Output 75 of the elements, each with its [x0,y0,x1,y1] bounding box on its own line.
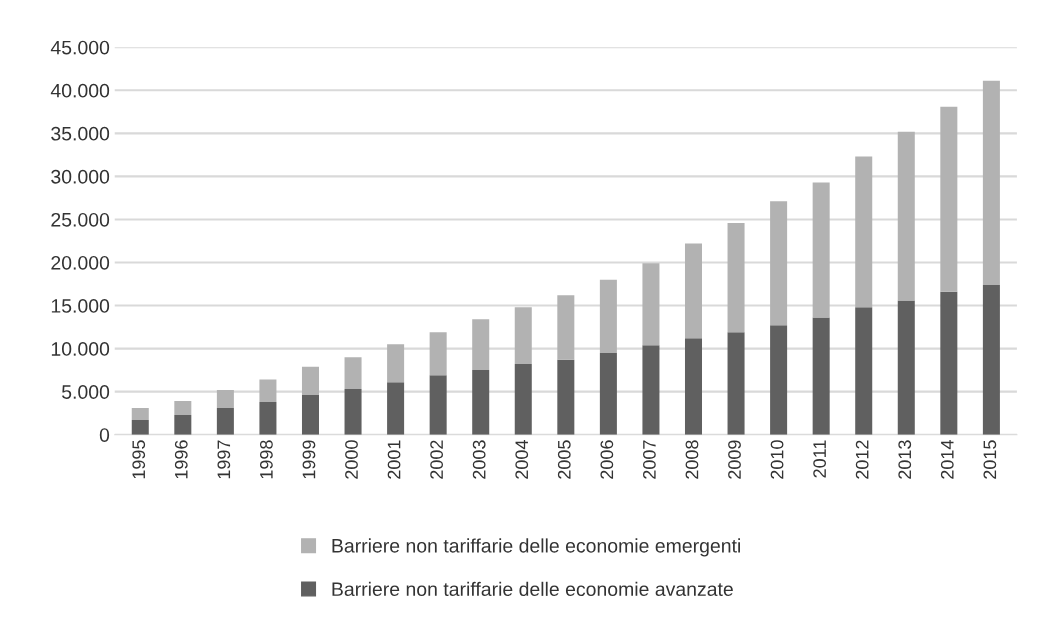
bar [472,370,490,435]
bar [514,364,532,435]
x-tick-label: 2009 [728,440,741,479]
y-tick-label: 25.000 [51,212,110,227]
bar [174,401,192,415]
bar [770,325,788,435]
y-tick-label: 35.000 [51,126,110,141]
bar [557,359,575,435]
x-tick-label: 2015 [983,440,997,479]
x-tick-label: 2008 [685,440,699,479]
x-tick-label: 2010 [770,440,784,479]
bar [344,357,362,390]
bar [642,263,660,346]
bar [429,375,447,435]
bar [174,414,192,435]
bar [855,156,873,308]
bar [684,338,703,435]
bar [216,389,234,409]
y-tick-label: 20.000 [51,255,110,270]
bar [514,307,532,365]
bar [897,300,915,435]
x-tick-label: 2007 [643,440,656,479]
x-tick-label: 2002 [430,440,444,479]
bar [897,131,915,301]
x-tick-label: 1997 [217,440,231,479]
bar [557,295,575,360]
y-tick-label: 5.000 [61,385,110,399]
x-tick-label: 1998 [259,440,273,479]
x-tick-label: 2014 [940,440,954,479]
bar [429,332,447,376]
bar [982,284,1000,435]
bar [727,222,745,333]
y-tick-label: 45.000 [50,40,110,55]
x-tick-label: 1999 [302,440,316,479]
bar [259,379,277,402]
bar [940,106,958,292]
legend-label: Barriere non tariffarie delle economie avanzate [332,581,733,597]
x-tick-label: 1996 [174,440,188,479]
bar [259,401,277,435]
x-tick-label: 2006 [600,440,614,479]
x-tick-label: 2000 [345,440,358,479]
bar [301,366,319,396]
bar [387,382,405,435]
y-tick-label: 15.000 [51,299,110,313]
x-tick-label: 2011 [813,440,827,478]
bar [940,291,958,435]
bar [770,201,788,326]
x-tick-label: 2004 [515,440,529,479]
bar [301,395,319,435]
bar [642,345,660,435]
y-tick-label: 30.000 [51,169,110,184]
bar [855,307,873,435]
bar [727,332,745,435]
bar [599,352,617,435]
bar [472,319,490,371]
bar [216,408,234,435]
bar [599,279,617,353]
x-tick-label: 2001 [387,440,401,479]
x-tick-label: 2005 [557,440,571,479]
bar [684,243,703,339]
bar [131,408,149,421]
y-tick-label: 10.000 [51,342,110,356]
x-tick-label: 1995 [132,440,146,479]
bar [982,80,1000,285]
x-tick-label: 2012 [855,440,869,479]
bar [344,389,362,435]
x-tick-label: 2003 [472,440,486,479]
bar [131,420,149,435]
y-tick-label: 0 [99,428,110,442]
legend-label: Barriere non tariffarie delle economie emergenti [332,538,740,557]
y-tick-label: 40.000 [50,83,110,98]
x-tick-label: 2013 [898,440,912,479]
bar [387,344,405,383]
bar [812,182,830,318]
bar [812,317,830,435]
